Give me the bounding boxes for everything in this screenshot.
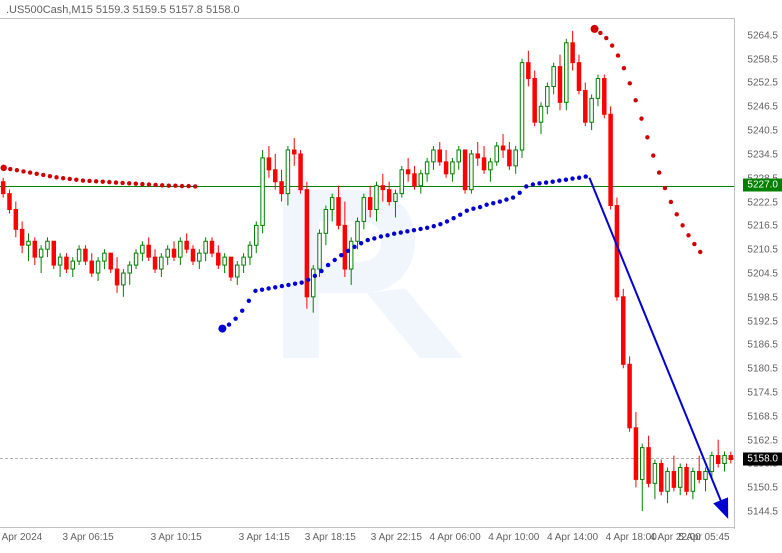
x-tick-label: 4 Apr 06:00	[430, 532, 481, 543]
y-tick-label: 5174.5	[747, 388, 778, 399]
price-tag: 5158.0	[743, 452, 782, 465]
y-tick-label: 5150.5	[747, 483, 778, 494]
x-tick-label: 4 Apr 14:00	[547, 532, 598, 543]
plot-area[interactable]	[0, 18, 735, 529]
y-tick-label: 5216.5	[747, 221, 778, 232]
y-tick-label: 5258.5	[747, 54, 778, 65]
y-tick-label: 5192.5	[747, 316, 778, 327]
chart-title: .US500Cash,M15 5159.3 5159.5 5157.8 5158…	[6, 4, 240, 16]
y-tick-label: 5234.5	[747, 149, 778, 160]
y-tick-label: 5252.5	[747, 78, 778, 89]
y-tick-label: 5198.5	[747, 292, 778, 303]
y-tick-label: 5210.5	[747, 245, 778, 256]
chart-container: .US500Cash,M15 5159.3 5159.5 5157.8 5158…	[0, 0, 782, 553]
x-tick-label: 2 Apr 2024	[0, 532, 42, 543]
price-tag: 5227.0	[743, 178, 782, 191]
y-tick-label: 5162.5	[747, 435, 778, 446]
y-tick-label: 5222.5	[747, 197, 778, 208]
x-tick-label: 4 Apr 10:00	[488, 532, 539, 543]
y-tick-label: 5144.5	[747, 507, 778, 518]
y-tick-label: 5186.5	[747, 340, 778, 351]
x-tick-label: 3 Apr 18:15	[305, 532, 356, 543]
y-tick-label: 5180.5	[747, 364, 778, 375]
x-axis: 2 Apr 2024 3 Apr 06:15 3 Apr 10:15 3 Apr 14…	[0, 527, 734, 553]
x-tick-label: 3 Apr 06:15	[63, 532, 114, 543]
x-tick-label: 3 Apr 14:15	[239, 532, 290, 543]
y-tick-label: 5246.5	[747, 102, 778, 113]
x-tick-label: 3 Apr 10:15	[151, 532, 202, 543]
y-tick-label: 5264.5	[747, 30, 778, 41]
y-tick-label: 5240.5	[747, 126, 778, 137]
y-tick-label: 5204.5	[747, 268, 778, 279]
x-tick-label: 3 Apr 22:15	[371, 532, 422, 543]
x-tick-label: 5 Apr 05:45	[678, 532, 729, 543]
y-tick-label: 5168.5	[747, 411, 778, 422]
chart-svg	[0, 19, 734, 529]
